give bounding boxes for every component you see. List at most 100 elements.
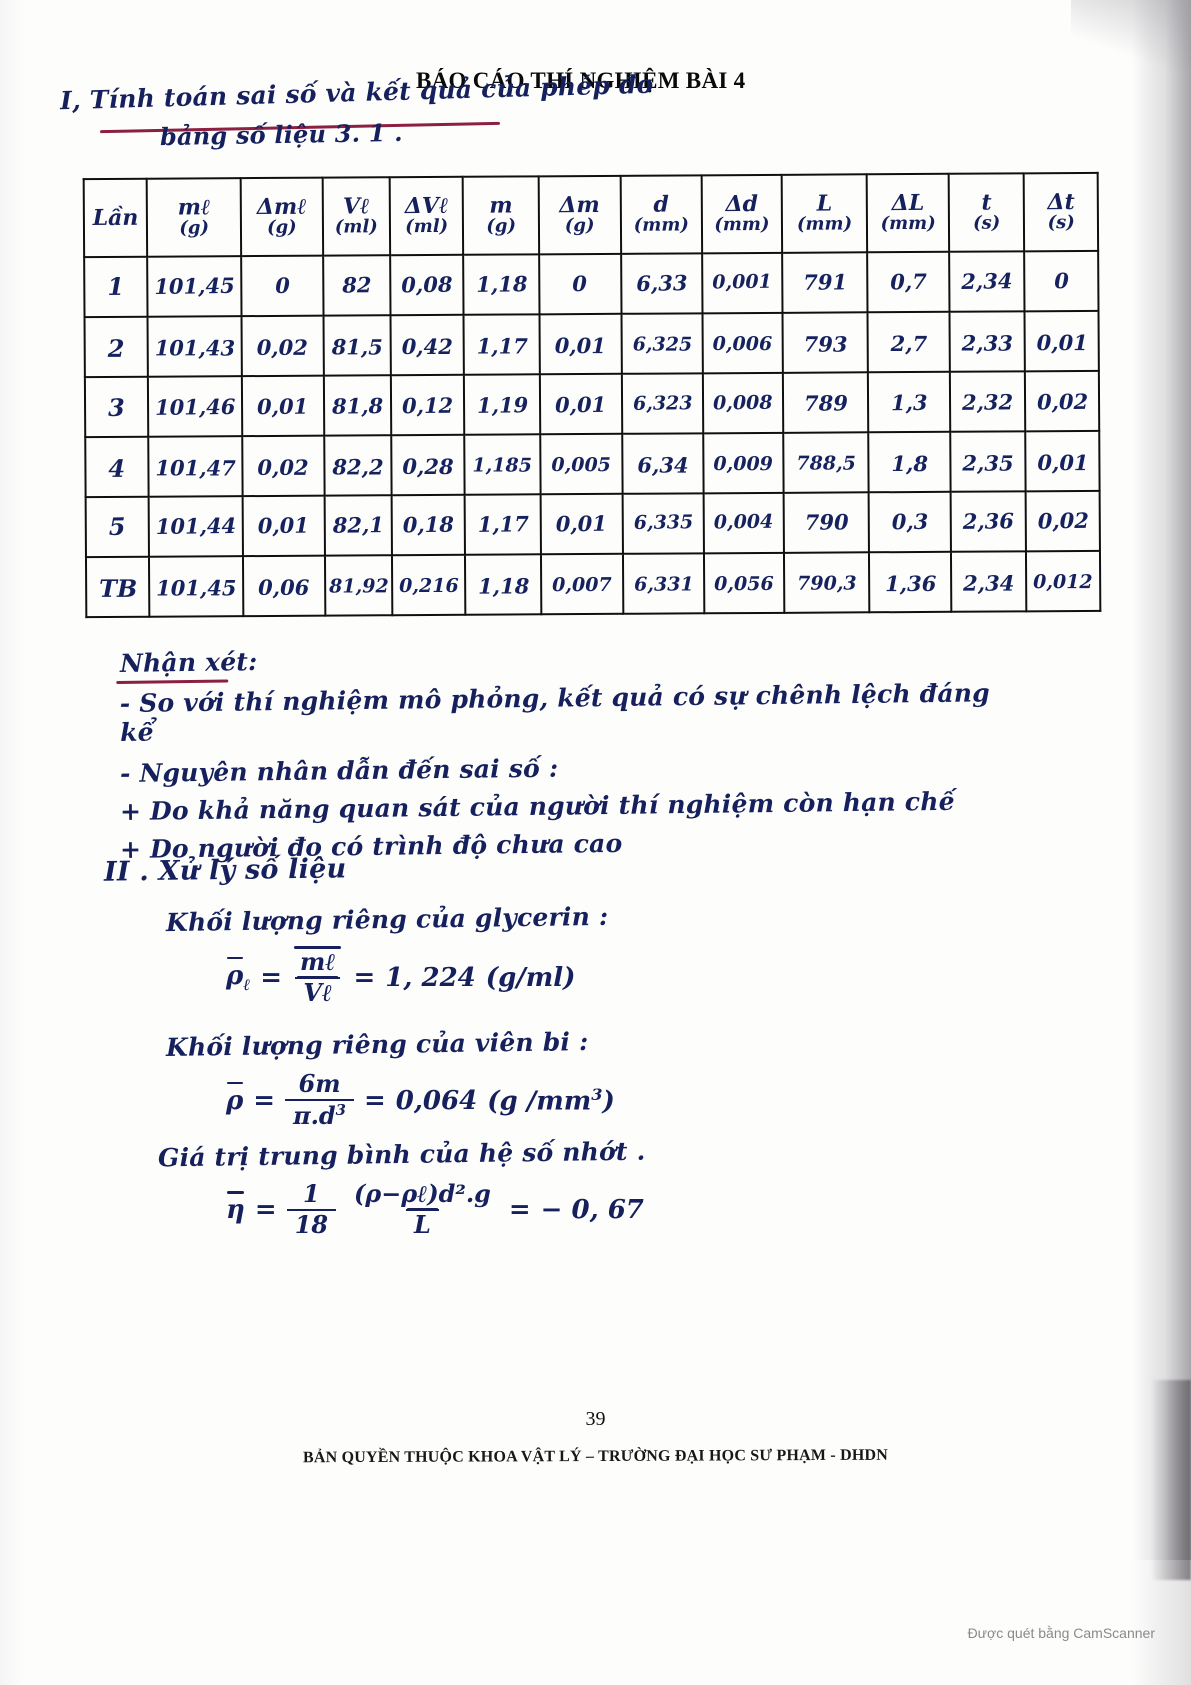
formula-glycerin-density: ρℓ = mℓ Vℓ = 1, 224 (g/ml) <box>226 946 575 1007</box>
cell-index: 4 <box>85 436 149 498</box>
section-1-subtitle: bảng số liệu 3. 1 . <box>159 117 403 152</box>
cell-delta-L: 1,3 <box>868 371 951 433</box>
fraction-denominator: Vℓ <box>295 975 341 1006</box>
cell-ml: 101,43 <box>147 316 242 377</box>
unit-exponent: 3 <box>591 1085 603 1104</box>
cell-d: 6,331 <box>622 553 705 614</box>
fraction-numerator: mℓ <box>292 946 344 977</box>
table-row: 3 101,46 0,01 81,8 0,12 1,19 0,01 6,323 … <box>84 370 1100 438</box>
cell-delta-d: 0,001 <box>702 252 783 314</box>
page-title: BÁO CÁO THÍ NGHIỆM BÀI 4 <box>416 68 746 93</box>
label-glycerin-density: Khối lượng riêng của glycerin : <box>165 901 609 938</box>
cell-L: 790 <box>783 492 870 553</box>
measurement-table: Lần mℓ (g) Δmℓ (g) Vℓ (ml) ΔVℓ (ml) <box>83 172 1102 618</box>
cell-ml: 101,47 <box>148 436 243 497</box>
col-header-t: t (s) <box>948 173 1025 252</box>
rho-liquid-symbol: ρ <box>226 957 244 992</box>
remark-line-1: - So với thí nghiệm mô phỏng, kết quả có… <box>119 678 990 747</box>
table-row: 4 101,47 0,02 82,2 0,28 1,185 0,005 6,34… <box>85 430 1100 498</box>
remark-line-2: - Nguyên nhân dẫn đến sai số : <box>119 753 559 788</box>
equals-sign-1: = <box>260 963 282 994</box>
cell-delta-d: 0,008 <box>703 372 783 434</box>
cell-vl: 82 <box>322 255 391 316</box>
table-row-average: TB 101,45 0,06 81,92 0,216 1,18 0,007 6,… <box>85 550 1101 618</box>
formula-viscosity: η = 1 18 (ρ−ρℓ)d².g L = − 0, 67 <box>226 1181 644 1239</box>
cell-delta-vl: 0,216 <box>391 554 466 616</box>
cell-t: 2,36 <box>950 491 1027 552</box>
cell-index: 2 <box>84 316 149 378</box>
fraction-denominator: L <box>406 1207 439 1238</box>
page-number: 39 <box>585 1408 606 1430</box>
cell-delta-vl: 0,12 <box>390 374 465 436</box>
col-header-ml: mℓ (g) <box>146 178 242 257</box>
table-row: 1 101,45 0 82 0,08 1,18 0 6,33 0,001 791… <box>84 250 1099 318</box>
col-header-L: L (mm) <box>781 174 868 253</box>
cell-t: 2,34 <box>949 251 1025 312</box>
cell-t: 2,35 <box>950 431 1027 492</box>
col-header-delta-t: Δt (s) <box>1024 172 1099 252</box>
data-table-container: Lần mℓ (g) Δmℓ (g) Vℓ (ml) ΔVℓ (ml) <box>83 172 1102 618</box>
cell-t: 2,33 <box>949 311 1026 372</box>
col-header-d: d (mm) <box>620 175 703 254</box>
cell-index: 5 <box>85 496 150 558</box>
cell-delta-vl: 0,08 <box>390 254 464 316</box>
cell-delta-ml: 0,02 <box>242 435 325 497</box>
cell-delta-ml: 0,02 <box>241 315 324 377</box>
equals-sign-3: = <box>253 1085 276 1116</box>
equals-sign-6: = <box>508 1195 531 1226</box>
cell-ml: 101,46 <box>148 376 243 437</box>
table-row: 5 101,44 0,01 82,1 0,18 1,17 0,01 6,335 … <box>85 490 1100 558</box>
cell-vl: 82,2 <box>323 435 392 496</box>
cell-m: 1,18 <box>463 254 540 315</box>
cell-m: 1,17 <box>463 314 540 375</box>
cell-delta-vl: 0,42 <box>390 314 465 376</box>
cell-delta-L: 0,3 <box>868 491 951 553</box>
cell-delta-L: 1,36 <box>869 551 952 613</box>
fraction-m-over-v: mℓ Vℓ <box>292 946 344 1007</box>
cell-delta-m: 0,01 <box>539 313 622 375</box>
section-2-heading: II . Xử lý số liệu <box>103 853 347 888</box>
rho-symbol: ρ <box>226 1081 244 1116</box>
cell-m: 1,185 <box>464 434 541 495</box>
cell-vl: 82,1 <box>324 495 392 556</box>
cell-ml: 101,44 <box>148 496 244 557</box>
result-value: 1, 224 <box>385 963 476 994</box>
cell-index: TB <box>85 556 150 618</box>
cell-delta-ml: 0,01 <box>241 375 324 437</box>
fraction-one-over-eighteen: 1 18 <box>286 1181 336 1239</box>
result-unit: (g /mm3) <box>487 1085 615 1117</box>
cell-L: 788,5 <box>782 432 869 493</box>
cell-index: 1 <box>84 256 148 318</box>
fraction-6m-over-pid3: 6m π.d3 <box>285 1071 354 1130</box>
cell-ml: 101,45 <box>149 556 244 617</box>
cell-ml: 101,45 <box>147 256 242 317</box>
col-header-delta-ml: Δmℓ (g) <box>240 177 323 257</box>
cell-delta-m: 0,005 <box>540 433 623 495</box>
cell-d: 6,34 <box>621 433 704 494</box>
cell-t: 2,34 <box>950 551 1027 612</box>
cell-delta-m: 0,01 <box>539 373 622 435</box>
col-header-m: m (g) <box>463 176 540 255</box>
col-header-delta-d: Δd (mm) <box>701 174 782 254</box>
eta-symbol: η <box>226 1191 245 1226</box>
fraction-denominator: 18 <box>286 1209 336 1238</box>
cell-index: 3 <box>84 376 149 438</box>
cell-delta-ml: 0 <box>241 255 324 317</box>
formula-lhs: ρℓ <box>226 957 251 995</box>
rho-liquid-subscript: ℓ <box>243 975 251 995</box>
cell-L: 790,3 <box>783 552 870 613</box>
cell-delta-d: 0,009 <box>703 432 784 494</box>
formula-ball-density: ρ = 6m π.d3 = 0,064 (g /mm3) <box>226 1071 615 1130</box>
remarks-title: Nhận xét: <box>119 647 258 678</box>
cell-delta-d: 0,056 <box>704 552 785 614</box>
page-edge-shadow <box>1133 0 1191 1560</box>
cell-d: 6,323 <box>621 373 704 434</box>
cell-m: 1,17 <box>465 494 541 555</box>
cell-d: 6,335 <box>622 493 705 554</box>
col-header-delta-m: Δm (g) <box>538 175 621 255</box>
col-header-vl: Vℓ (ml) <box>322 177 391 256</box>
table-header-row: Lần mℓ (g) Δmℓ (g) Vℓ (ml) ΔVℓ (ml) <box>83 172 1099 258</box>
equals-sign-4: = <box>363 1085 386 1116</box>
col-header-delta-vl: ΔVℓ (ml) <box>389 176 464 256</box>
fraction-denominator: π.d3 <box>285 1099 354 1129</box>
